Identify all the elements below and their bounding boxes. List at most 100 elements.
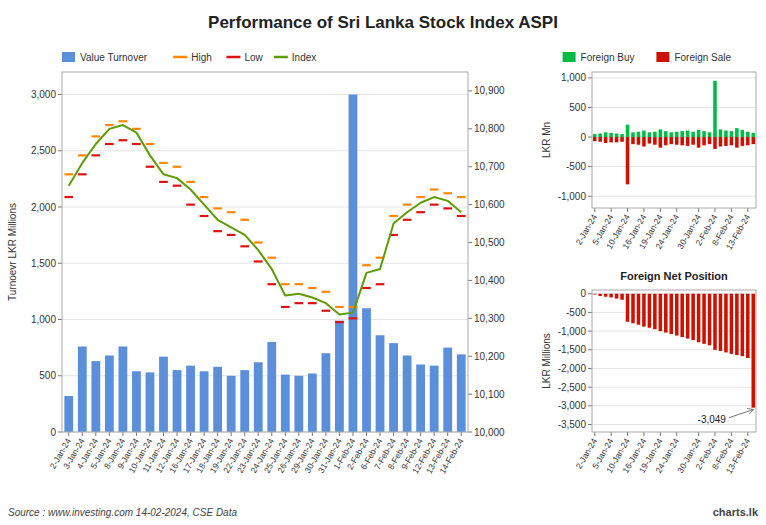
x-tick — [731, 432, 732, 436]
legend-swatch — [226, 56, 240, 59]
x-tick — [68, 432, 69, 436]
dash-marker — [227, 234, 236, 236]
bar — [443, 348, 452, 432]
bar — [730, 131, 734, 137]
bar — [741, 294, 745, 356]
y-tick-label: -1,500 — [558, 344, 587, 355]
dash-marker — [227, 211, 236, 213]
annotation-arrow — [729, 410, 753, 418]
dash-marker — [295, 302, 304, 304]
dash-marker — [159, 162, 168, 164]
bar — [730, 137, 734, 145]
title: Performance of Sri Lanka Stock Index ASP… — [208, 13, 558, 32]
bar — [669, 294, 673, 334]
bar — [741, 130, 745, 137]
x-tick — [258, 432, 259, 436]
x-tick — [611, 432, 612, 436]
x-tick — [204, 432, 205, 436]
bar — [642, 131, 646, 138]
dash-marker — [64, 196, 73, 198]
y-tick-label: 1,000 — [31, 314, 56, 325]
bar — [708, 132, 712, 137]
legend-label: Low — [244, 52, 263, 63]
legend: Foreign BuyForeign Sale — [563, 52, 732, 63]
dash-marker — [200, 215, 209, 217]
bar — [719, 137, 723, 146]
dash-marker — [403, 219, 412, 221]
y2-tick — [468, 280, 472, 281]
x-tick — [163, 432, 164, 436]
legend-label: Value Turnover — [80, 52, 148, 63]
bar — [105, 356, 114, 433]
dash-marker — [240, 219, 249, 221]
y2-tick-label: 10,100 — [474, 389, 505, 400]
y-tick-label: 0 — [580, 288, 586, 299]
y-tick-label: -2,000 — [558, 363, 587, 374]
bar — [691, 132, 695, 137]
x-tick-label: 13-Feb-24 — [724, 212, 752, 251]
bar — [281, 375, 290, 432]
y2-tick — [468, 356, 472, 357]
grid-line — [62, 150, 468, 151]
dash-marker — [119, 120, 128, 122]
dash-marker — [173, 185, 182, 187]
bar — [664, 137, 668, 145]
y-tick — [588, 196, 592, 197]
bar — [746, 137, 750, 145]
dash-marker — [213, 207, 222, 209]
bar — [648, 137, 652, 144]
x-tick — [366, 432, 367, 436]
dash-marker — [430, 188, 439, 190]
watermark: charts.lk — [713, 506, 759, 518]
bar — [691, 294, 695, 340]
bar — [659, 137, 663, 148]
y-tick — [588, 77, 592, 78]
x-tick — [380, 432, 381, 436]
bar — [724, 131, 728, 138]
y2-tick — [468, 90, 472, 91]
x-tick — [339, 432, 340, 436]
x-tick — [660, 208, 661, 212]
x-tick — [715, 432, 716, 436]
legend-swatch — [656, 52, 669, 62]
grid-line — [592, 405, 756, 406]
y-axis-label: LKR Mn — [541, 122, 552, 158]
x-tick — [109, 432, 110, 436]
x-tick — [676, 432, 677, 436]
bar — [362, 308, 371, 432]
bar — [713, 81, 717, 137]
dash-marker — [376, 283, 385, 285]
bar — [593, 134, 597, 137]
bar — [389, 343, 398, 432]
dash-marker — [308, 302, 317, 304]
bar — [159, 357, 168, 432]
y2-tick — [468, 432, 472, 433]
bar — [308, 374, 317, 433]
y-tick-label: -500 — [566, 161, 586, 172]
x-tick — [271, 432, 272, 436]
bar — [173, 370, 182, 432]
bar — [691, 137, 695, 145]
dash-marker — [173, 166, 182, 168]
bar — [200, 371, 209, 432]
bar — [213, 367, 222, 432]
bar — [642, 294, 646, 327]
x-tick — [352, 432, 353, 436]
x-tick — [594, 208, 595, 212]
legend-label: Foreign Buy — [581, 52, 635, 63]
dash-marker — [132, 128, 141, 130]
x-tick — [190, 432, 191, 436]
y-tick-label: 1,500 — [31, 258, 56, 269]
bar — [604, 132, 608, 137]
bar — [626, 125, 630, 137]
bar — [416, 365, 425, 433]
y-tick — [58, 263, 62, 264]
bar — [609, 294, 613, 298]
chart-root: Performance of Sri Lanka Stock Index ASP… — [0, 0, 766, 525]
legend-swatch — [173, 56, 187, 59]
bar — [751, 133, 755, 137]
x-tick — [407, 432, 408, 436]
y-tick-label: 500 — [569, 102, 586, 113]
bar — [664, 294, 668, 333]
dash-marker — [362, 287, 371, 289]
